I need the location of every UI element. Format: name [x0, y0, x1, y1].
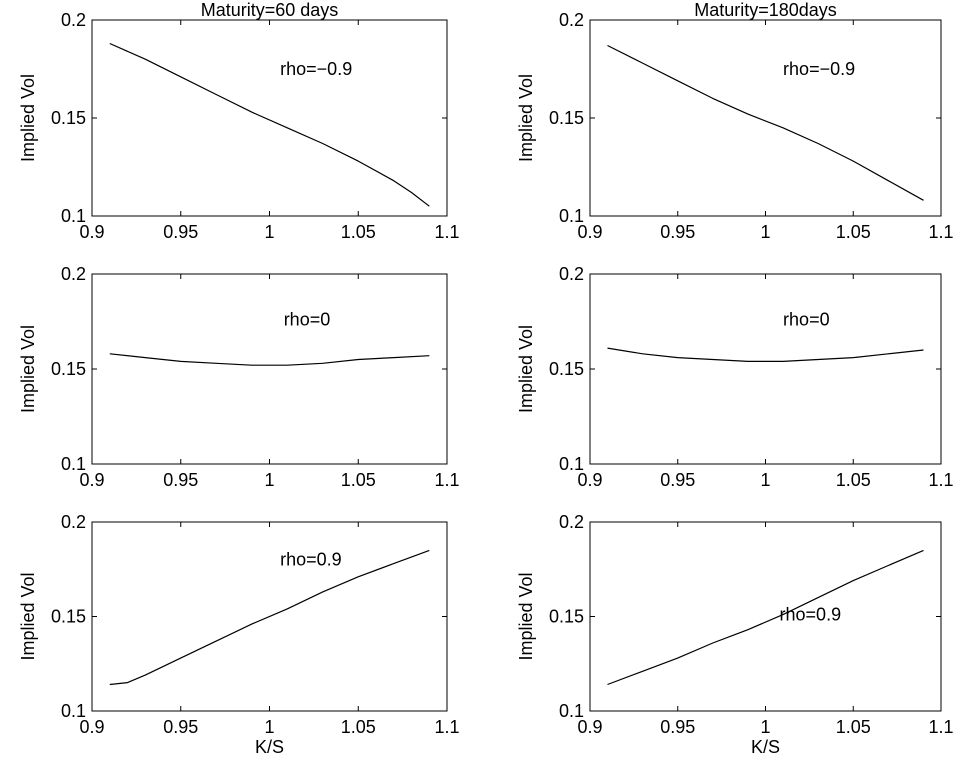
panel-5-series-line	[109, 549, 430, 686]
panel-5-y-tick-label: 0.15	[51, 607, 86, 627]
panel-1-x-tick-label: 1.1	[434, 222, 459, 242]
panel-3-x-tick-label: 0.9	[79, 470, 104, 490]
panel-2-plot-frame	[589, 19, 942, 217]
panel-6-x-axis-label: K/S	[751, 737, 780, 757]
panel-5-x-axis-label: K/S	[255, 737, 284, 757]
panel-1-x-tick-label: 1.05	[341, 222, 376, 242]
panel-6-rho-annotation: rho=0.9	[780, 604, 842, 624]
panel-2-title: Maturity=180days	[694, 0, 837, 20]
panel-2-y-tick-label: 0.15	[549, 108, 584, 128]
panel-4-x-tick-label: 0.95	[660, 470, 695, 490]
panel-2-y-tick-label: 0.2	[559, 10, 584, 30]
panel-1-x-tick-label: 1	[264, 222, 274, 242]
panel-3-y-tick-label: 0.2	[61, 264, 86, 284]
panel-2-x-tick-label: 0.95	[660, 222, 695, 242]
panel-6-plot-frame	[589, 521, 942, 712]
panel-6-y-tick-label: 0.2	[559, 512, 584, 532]
panel-5-x-tick-label: 0.95	[163, 717, 198, 737]
panel-6-x-tick-label: 1.05	[836, 717, 871, 737]
panel-4-x-tick-label: 1	[760, 470, 770, 490]
panel-3-x-tick-label: 1	[264, 470, 274, 490]
panel-1-title: Maturity=60 days	[201, 0, 339, 20]
panel-4-x-tick-label: 1.1	[928, 470, 953, 490]
panel-6-series-line	[607, 549, 924, 686]
panel-3-x-tick-label: 1.05	[341, 470, 376, 490]
panel-5-x-tick-label: 1.05	[341, 717, 376, 737]
panel-3-series-line	[109, 353, 430, 366]
panel-5-x-tick-label: 1.1	[434, 717, 459, 737]
panel-2-x-tick-label: 1	[760, 222, 770, 242]
panel-4-y-axis-label: Implied Vol	[516, 325, 536, 413]
panel-4-y-tick-label: 0.15	[549, 359, 584, 379]
panel-4-x-tick-label: 0.9	[577, 470, 602, 490]
panel-2-series-line	[607, 44, 924, 201]
panel-6-y-tick-label: 0.15	[549, 607, 584, 627]
panel-6-x-tick-label: 0.95	[660, 717, 695, 737]
panel-6-y-axis-label: Implied Vol	[516, 572, 536, 660]
panel-5-rho-annotation: rho=0.9	[280, 549, 342, 569]
panel-3-y-tick-label: 0.1	[61, 454, 86, 474]
panel-1-x-tick-label: 0.95	[163, 222, 198, 242]
panel-2-x-tick-label: 0.9	[577, 222, 602, 242]
panel-4-y-tick-label: 0.1	[559, 454, 584, 474]
panel-3-rho-annotation: rho=0	[284, 309, 331, 329]
panel-5-y-tick-label: 0.1	[61, 701, 86, 721]
panel-6-y-tick-label: 0.1	[559, 701, 584, 721]
panel-3-x-tick-label: 1.1	[434, 470, 459, 490]
panel-4-x-tick-label: 1.05	[836, 470, 871, 490]
panel-3-y-axis-label: Implied Vol	[18, 325, 38, 413]
panel-6-x-tick-label: 1	[760, 717, 770, 737]
panel-6-x-tick-label: 1.1	[928, 717, 953, 737]
panel-3-x-tick-label: 0.95	[163, 470, 198, 490]
panel-5-y-tick-label: 0.2	[61, 512, 86, 532]
panel-1-series-line	[109, 42, 430, 207]
panel-1-y-tick-label: 0.15	[51, 108, 86, 128]
panel-4-y-tick-label: 0.2	[559, 264, 584, 284]
panel-1-y-tick-label: 0.2	[61, 10, 86, 30]
panel-3-y-tick-label: 0.15	[51, 359, 86, 379]
panel-1-rho-annotation: rho=−0.9	[280, 59, 352, 79]
panel-1-y-axis-label: Implied Vol	[18, 74, 38, 162]
panel-2-y-axis-label: Implied Vol	[516, 74, 536, 162]
panel-4-rho-annotation: rho=0	[783, 309, 830, 329]
panel-1-y-tick-label: 0.1	[61, 206, 86, 226]
panel-4-plot-frame	[589, 273, 942, 465]
panel-5-x-tick-label: 1	[264, 717, 274, 737]
panel-1-plot-frame	[91, 19, 448, 217]
panel-4-series-line	[607, 347, 924, 362]
panel-2-rho-annotation: rho=−0.9	[783, 59, 855, 79]
panel-1-x-tick-label: 0.9	[79, 222, 104, 242]
panel-5-x-tick-label: 0.9	[79, 717, 104, 737]
panel-2-x-tick-label: 1.1	[928, 222, 953, 242]
panel-2-x-tick-label: 1.05	[836, 222, 871, 242]
panel-5-y-axis-label: Implied Vol	[18, 572, 38, 660]
panel-6-x-tick-label: 0.9	[577, 717, 602, 737]
panel-3-plot-frame	[91, 273, 448, 465]
panel-2-y-tick-label: 0.1	[559, 206, 584, 226]
